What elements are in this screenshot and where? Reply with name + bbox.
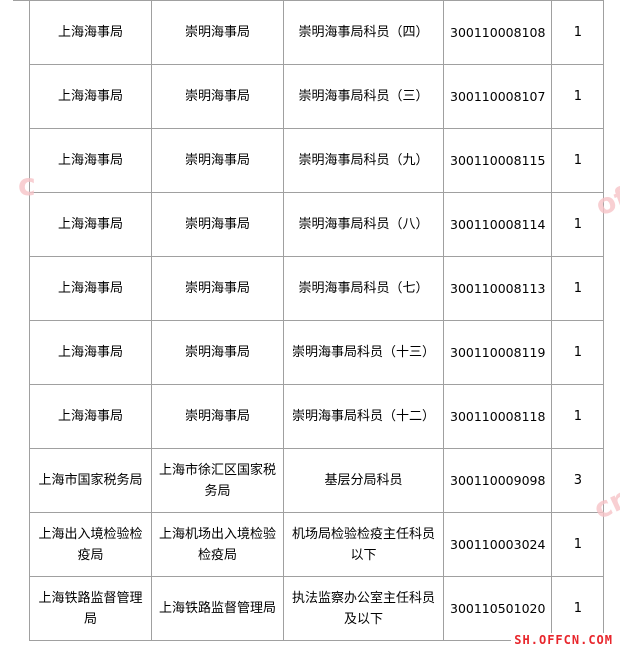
department-cell: 上海海事局 [29, 320, 152, 385]
position-cell: 崇明海事局科员（十二） [283, 384, 444, 449]
positions-table: 上海海事局 崇明海事局 崇明海事局科员（四） 300110008108 1 上海海事局 崇明… [29, 0, 605, 641]
department-cell: 上海市国家税务局 [29, 448, 152, 513]
unit-cell: 上海市徐汇区国家税务局 [151, 448, 284, 513]
table-row: 上海海事局 崇明海事局 崇明海事局科员（十三） 300110008119 1 [29, 320, 605, 385]
table-row: 上海海事局 崇明海事局 崇明海事局科员（四） 300110008108 1 [29, 0, 605, 65]
table-row: 上海海事局 崇明海事局 崇明海事局科员（十二） 300110008118 1 [29, 384, 605, 449]
unit-cell: 崇明海事局 [151, 64, 284, 129]
position-code-cell: 300110008118 [442, 384, 553, 449]
department-cell: 上海出入境检验检疫局 [29, 512, 152, 577]
table-row: 上海铁路监督管理局 上海铁路监督管理局 执法监察办公室主任科员及以下 30011050… [29, 576, 605, 641]
offcn-logo: SH.OFFCN.COM [511, 633, 616, 647]
position-cell: 崇明海事局科员（三） [283, 64, 444, 129]
table-row: 上海海事局 崇明海事局 崇明海事局科员（七） 300110008113 1 [29, 256, 605, 321]
department-cell: 上海铁路监督管理局 [29, 576, 152, 641]
table-row: 上海海事局 崇明海事局 崇明海事局科员（三） 300110008107 1 [29, 64, 605, 129]
hire-count-cell: 1 [551, 384, 605, 449]
department-cell: 上海海事局 [29, 256, 152, 321]
hire-count-cell: 1 [551, 128, 605, 193]
position-code-cell: 300110008114 [442, 192, 553, 257]
position-cell: 崇明海事局科员（九） [283, 128, 444, 193]
position-code-cell: 300110003024 [442, 512, 553, 577]
department-cell: 上海海事局 [29, 128, 152, 193]
hire-count-cell: 1 [551, 320, 605, 385]
hire-count-cell: 1 [551, 64, 605, 129]
department-cell: 上海海事局 [29, 384, 152, 449]
position-code-cell: 300110008113 [442, 256, 553, 321]
unit-cell: 崇明海事局 [151, 384, 284, 449]
department-cell: 上海海事局 [29, 0, 152, 65]
position-cell: 机场局检验检疫主任科员以下 [283, 512, 444, 577]
position-cell: 执法监察办公室主任科员及以下 [283, 576, 444, 641]
position-cell: 崇明海事局科员（八） [283, 192, 444, 257]
position-code-cell: 300110008119 [442, 320, 553, 385]
position-code-cell: 300110008108 [442, 0, 553, 65]
position-cell: 崇明海事局科员（七） [283, 256, 444, 321]
department-cell: 上海海事局 [29, 192, 152, 257]
hire-count-cell: 1 [551, 192, 605, 257]
hire-count-cell: 3 [551, 448, 605, 513]
unit-cell: 崇明海事局 [151, 192, 284, 257]
hire-count-cell: 1 [551, 512, 605, 577]
table-row: 上海市国家税务局 上海市徐汇区国家税务局 基层分局科员 300110009098 3 [29, 448, 605, 513]
table-row: 上海出入境检验检疫局 上海机场出入境检验检疫局 机场局检验检疫主任科员以下 30011… [29, 512, 605, 577]
position-code-cell: 300110009098 [442, 448, 553, 513]
position-code-cell: 300110008107 [442, 64, 553, 129]
department-cell: 上海海事局 [29, 64, 152, 129]
table-top-border [13, 0, 29, 1]
position-cell: 崇明海事局科员（四） [283, 0, 444, 65]
unit-cell: 崇明海事局 [151, 128, 284, 193]
position-cell: 基层分局科员 [283, 448, 444, 513]
hire-count-cell: 1 [551, 0, 605, 65]
unit-cell: 崇明海事局 [151, 320, 284, 385]
position-code-cell: 300110501020 [442, 576, 553, 641]
unit-cell: 上海铁路监督管理局 [151, 576, 284, 641]
table-row: 上海海事局 崇明海事局 崇明海事局科员（八） 300110008114 1 [29, 192, 605, 257]
hire-count-cell: 1 [551, 576, 605, 641]
unit-cell: 崇明海事局 [151, 256, 284, 321]
unit-cell: 上海机场出入境检验检疫局 [151, 512, 284, 577]
table-row: 上海海事局 崇明海事局 崇明海事局科员（九） 300110008115 1 [29, 128, 605, 193]
unit-cell: 崇明海事局 [151, 0, 284, 65]
hire-count-cell: 1 [551, 256, 605, 321]
position-code-cell: 300110008115 [442, 128, 553, 193]
position-cell: 崇明海事局科员（十三） [283, 320, 444, 385]
